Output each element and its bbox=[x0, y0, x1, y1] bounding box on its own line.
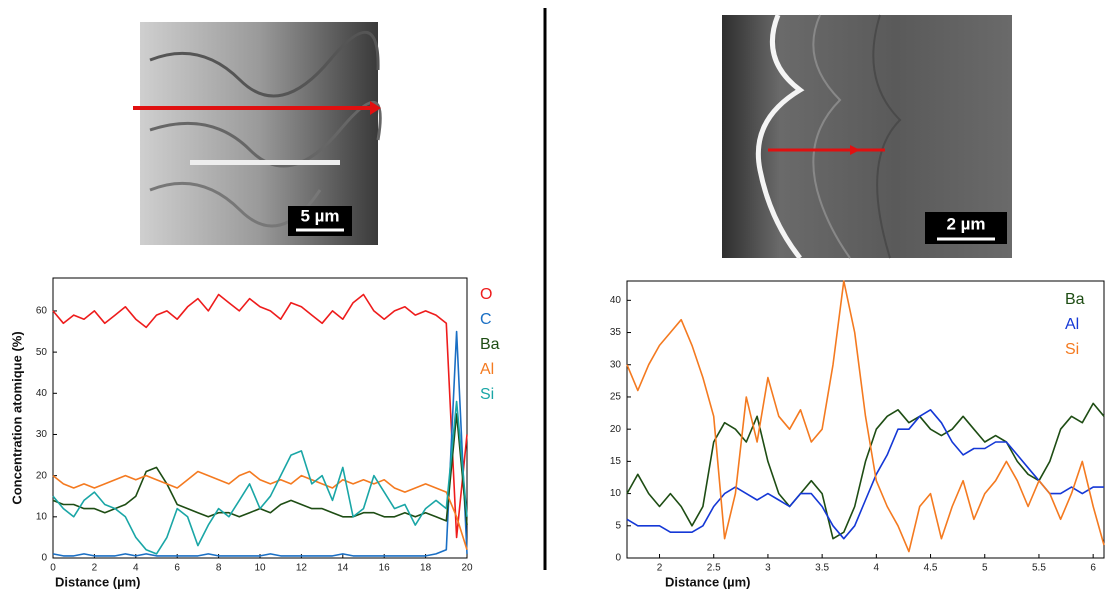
x-tick-label: 5 bbox=[982, 563, 988, 574]
x-tick-label: 6 bbox=[1090, 563, 1096, 574]
sem-image-right: 2 µm bbox=[722, 14, 1012, 260]
data-line bbox=[52, 293, 468, 539]
legend-entry: C bbox=[480, 311, 492, 328]
x-tick-label: 6 bbox=[174, 563, 180, 574]
x-tick-label: 4 bbox=[133, 563, 139, 574]
legend-entry: Si bbox=[480, 386, 494, 403]
data-line bbox=[626, 409, 1104, 540]
x-tick-label: 3.5 bbox=[815, 563, 829, 574]
y-tick-label: 60 bbox=[36, 306, 48, 317]
x-tick-label: 4.5 bbox=[924, 563, 938, 574]
y-tick-label: 40 bbox=[36, 388, 48, 399]
x-tick-label: 2 bbox=[657, 563, 663, 574]
y-tick-label: 15 bbox=[610, 456, 622, 467]
y-tick-label: 30 bbox=[610, 359, 622, 370]
legend-entry: Si bbox=[1065, 341, 1079, 358]
x-axis-label: Distance (µm) bbox=[665, 574, 751, 589]
scale-bar-label: 5 µm bbox=[300, 206, 339, 225]
data-line bbox=[52, 400, 468, 555]
x-tick-label: 3 bbox=[765, 563, 771, 574]
y-tick-label: 20 bbox=[36, 470, 48, 481]
x-tick-label: 0 bbox=[50, 563, 56, 574]
data-line bbox=[52, 330, 468, 557]
y-tick-label: 25 bbox=[610, 392, 622, 403]
legend-entry: Ba bbox=[480, 336, 500, 353]
y-tick-label: 30 bbox=[36, 429, 48, 440]
legend-entry: Al bbox=[480, 361, 494, 378]
y-tick-label: 20 bbox=[610, 424, 622, 435]
x-tick-label: 16 bbox=[379, 563, 391, 574]
plot-frame bbox=[52, 277, 468, 559]
x-tick-label: 12 bbox=[296, 563, 308, 574]
sem-image-left: 5 µm bbox=[133, 22, 382, 245]
legend-entry: Al bbox=[1065, 316, 1079, 333]
y-tick-label: 50 bbox=[36, 347, 48, 358]
x-axis-label: Distance (µm) bbox=[55, 574, 141, 589]
plot-frame bbox=[626, 280, 1105, 559]
y-tick-label: 0 bbox=[41, 553, 47, 564]
y-tick-label: 35 bbox=[610, 327, 622, 338]
data-line bbox=[52, 470, 468, 551]
y-tick-label: 0 bbox=[615, 553, 621, 564]
x-tick-label: 2 bbox=[92, 563, 98, 574]
x-tick-label: 10 bbox=[254, 563, 266, 574]
y-axis-label: Concentration atomique (%) bbox=[9, 331, 24, 504]
y-tick-label: 10 bbox=[610, 488, 622, 499]
x-tick-label: 2.5 bbox=[707, 563, 721, 574]
y-tick-label: 5 bbox=[615, 520, 621, 531]
y-tick-label: 10 bbox=[36, 511, 48, 522]
y-tick-label: 40 bbox=[610, 295, 622, 306]
x-tick-label: 20 bbox=[461, 563, 473, 574]
legend-entry: Ba bbox=[1065, 291, 1085, 308]
data-line bbox=[626, 280, 1105, 553]
x-tick-label: 4 bbox=[874, 563, 880, 574]
x-tick-label: 14 bbox=[337, 563, 349, 574]
x-tick-label: 5.5 bbox=[1032, 563, 1046, 574]
x-tick-label: 8 bbox=[216, 563, 222, 574]
x-tick-label: 18 bbox=[420, 563, 432, 574]
scale-bar-label: 2 µm bbox=[946, 214, 985, 233]
legend-entry: O bbox=[480, 286, 492, 303]
data-line bbox=[626, 402, 1105, 540]
